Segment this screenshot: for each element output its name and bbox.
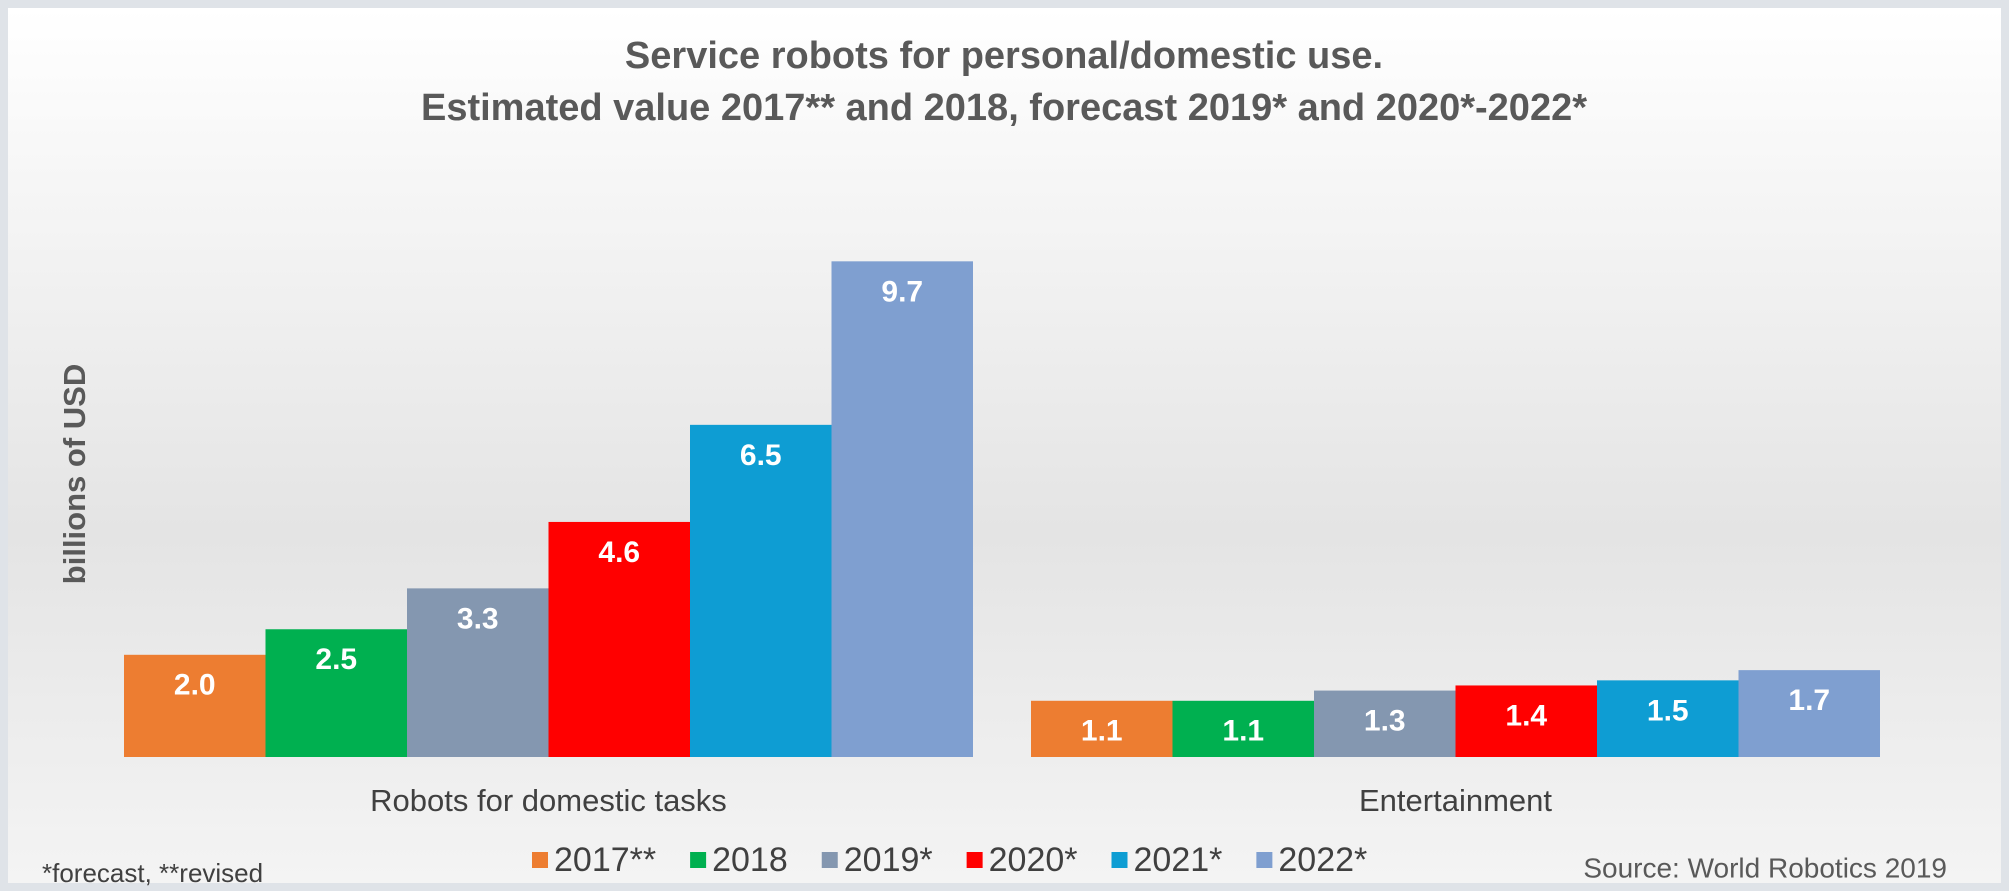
data-label: 2.5 <box>315 643 357 676</box>
legend-swatch <box>821 852 838 868</box>
legend-swatch <box>966 852 983 868</box>
footnote: *forecast, **revised <box>42 858 263 888</box>
bar <box>831 261 973 757</box>
legend-label: 2017** <box>554 841 656 879</box>
data-label: 3.3 <box>457 602 499 635</box>
source: Source: World Robotics 2019 <box>1583 852 1947 883</box>
legend-label: 2022* <box>1278 841 1367 879</box>
chart-subtitle: Estimated value 2017** and 2018, forecas… <box>421 87 1587 129</box>
data-label: 1.5 <box>1647 694 1689 727</box>
data-label: 2.0 <box>174 669 216 702</box>
data-label: 1.1 <box>1081 715 1123 748</box>
data-label: 1.4 <box>1505 699 1547 732</box>
bar <box>124 654 266 757</box>
data-label: 1.7 <box>1788 684 1830 717</box>
legend-swatch <box>1256 852 1273 868</box>
legend-label: 2020* <box>989 841 1078 879</box>
bar <box>1597 680 1739 757</box>
legend-label: 2021* <box>1134 841 1223 879</box>
data-label: 6.5 <box>740 439 782 472</box>
chart-title: Service robots for personal/domestic use… <box>625 35 1383 77</box>
bar <box>407 588 549 757</box>
bar <box>1314 690 1456 757</box>
x-tick-label: Entertainment <box>1359 783 1552 818</box>
bar <box>1455 685 1597 757</box>
bar <box>690 424 832 757</box>
bar <box>265 629 407 757</box>
y-axis-label: billions of USD <box>57 364 92 584</box>
data-label: 9.7 <box>881 275 923 308</box>
bar <box>1031 700 1173 757</box>
data-label: 4.6 <box>598 536 640 569</box>
data-label: 1.1 <box>1222 715 1264 748</box>
legend-swatch <box>690 852 707 868</box>
data-label: 1.3 <box>1364 704 1406 737</box>
legend-label: 2019* <box>844 841 933 879</box>
bar <box>1738 670 1880 757</box>
x-tick-label: Robots for domestic tasks <box>370 783 727 818</box>
legend-swatch <box>532 852 548 868</box>
bar <box>1172 700 1314 757</box>
legend-swatch <box>1111 852 1128 868</box>
bar <box>548 521 690 757</box>
legend-label: 2018 <box>712 841 788 879</box>
